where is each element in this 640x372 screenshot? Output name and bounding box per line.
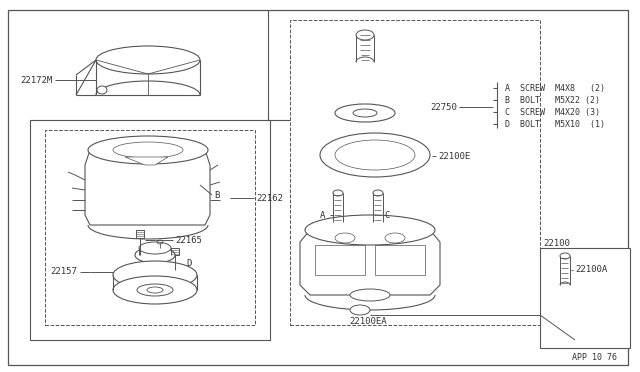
Text: 22100EA: 22100EA — [349, 317, 387, 327]
Text: D  BOLT   M5X10  (1): D BOLT M5X10 (1) — [505, 119, 605, 128]
Text: 22172M: 22172M — [20, 76, 52, 84]
Ellipse shape — [335, 104, 395, 122]
Text: 22750: 22750 — [430, 103, 457, 112]
Ellipse shape — [350, 305, 370, 315]
Ellipse shape — [320, 133, 430, 177]
Ellipse shape — [88, 136, 208, 164]
Text: B: B — [214, 190, 220, 199]
Ellipse shape — [385, 233, 405, 243]
Bar — [171, 248, 179, 255]
Ellipse shape — [96, 46, 200, 74]
Polygon shape — [125, 157, 168, 165]
Bar — [375, 245, 425, 275]
Text: 22100: 22100 — [543, 238, 570, 247]
Text: 22157: 22157 — [50, 267, 77, 276]
Ellipse shape — [97, 86, 107, 94]
Ellipse shape — [335, 140, 415, 170]
Text: B  BOLT   M5X22 (2): B BOLT M5X22 (2) — [505, 96, 600, 105]
Ellipse shape — [135, 247, 175, 263]
Text: C  SCREW  M4X20 (3): C SCREW M4X20 (3) — [505, 108, 600, 116]
Ellipse shape — [139, 242, 171, 254]
Ellipse shape — [353, 109, 377, 117]
Text: C: C — [384, 211, 389, 219]
Ellipse shape — [139, 255, 147, 261]
Ellipse shape — [147, 287, 163, 293]
Polygon shape — [300, 230, 440, 295]
Ellipse shape — [113, 276, 197, 304]
Text: D: D — [186, 259, 191, 267]
Bar — [290, 20, 540, 325]
Text: 22100E: 22100E — [438, 151, 470, 160]
Text: 22165: 22165 — [175, 235, 202, 244]
Bar — [136, 230, 144, 238]
Bar — [540, 248, 630, 348]
Bar — [45, 130, 255, 325]
Ellipse shape — [373, 190, 383, 196]
Text: A: A — [320, 211, 325, 219]
Text: APP 10 76: APP 10 76 — [572, 353, 617, 362]
Ellipse shape — [113, 142, 183, 158]
Text: A  SCREW  M4X8   (2): A SCREW M4X8 (2) — [505, 83, 605, 93]
Text: 22100A: 22100A — [575, 266, 607, 275]
Text: 22162: 22162 — [256, 193, 283, 202]
Ellipse shape — [335, 233, 355, 243]
Ellipse shape — [171, 269, 179, 275]
Polygon shape — [85, 150, 210, 225]
Ellipse shape — [356, 30, 374, 40]
Ellipse shape — [113, 261, 197, 289]
Ellipse shape — [137, 284, 173, 296]
Bar — [30, 120, 270, 340]
Ellipse shape — [305, 215, 435, 245]
Ellipse shape — [333, 190, 343, 196]
Ellipse shape — [350, 289, 390, 301]
Bar — [315, 245, 365, 275]
Ellipse shape — [560, 253, 570, 259]
